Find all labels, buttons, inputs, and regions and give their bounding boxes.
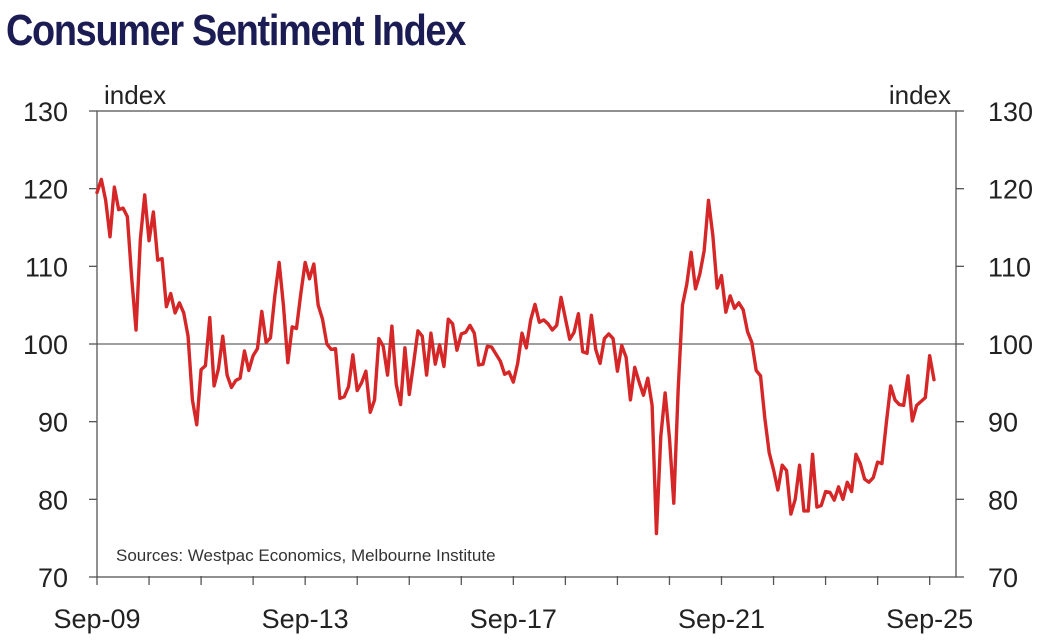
y-tick-label-right: 120: [988, 175, 1033, 205]
y-tick-label-left: 80: [38, 485, 68, 515]
chart-title: Consumer Sentiment Index: [6, 6, 466, 55]
y-tick-label-right: 80: [988, 485, 1018, 515]
series-layer: [95, 177, 936, 536]
x-tick-label: Sep-13: [262, 604, 349, 634]
y-tick-label-left: 130: [23, 97, 68, 127]
y-tick-label-right: 70: [988, 563, 1018, 593]
right-axis-unit-label: index: [889, 80, 951, 110]
y-tick-label-left: 100: [23, 330, 68, 360]
y-tick-label-right: 130: [988, 97, 1033, 127]
series-line-consumer-sentiment: [95, 177, 936, 536]
y-tick-label-left: 110: [25, 252, 68, 282]
axis-labels: 70 70 80 80 90 90 100 100 110 110 120 120 130 130 Sep-…: [23, 97, 1033, 634]
x-tick-label: Sep-09: [53, 604, 140, 634]
x-tick-label: Sep-21: [678, 604, 765, 634]
axis-ticks: [89, 110, 964, 585]
x-tick-label: Sep-17: [470, 604, 557, 634]
source-note: Sources: Westpac Economics, Melbourne In…: [116, 546, 496, 565]
left-axis-unit-label: index: [104, 80, 166, 110]
y-tick-label-right: 100: [988, 330, 1033, 360]
y-tick-label-right: 110: [988, 252, 1031, 282]
y-tick-label-left: 70: [38, 563, 68, 593]
x-tick-label: Sep-25: [886, 604, 973, 634]
y-tick-label-left: 120: [23, 175, 68, 205]
y-tick-label-right: 90: [988, 408, 1018, 438]
y-tick-label-left: 90: [38, 408, 68, 438]
